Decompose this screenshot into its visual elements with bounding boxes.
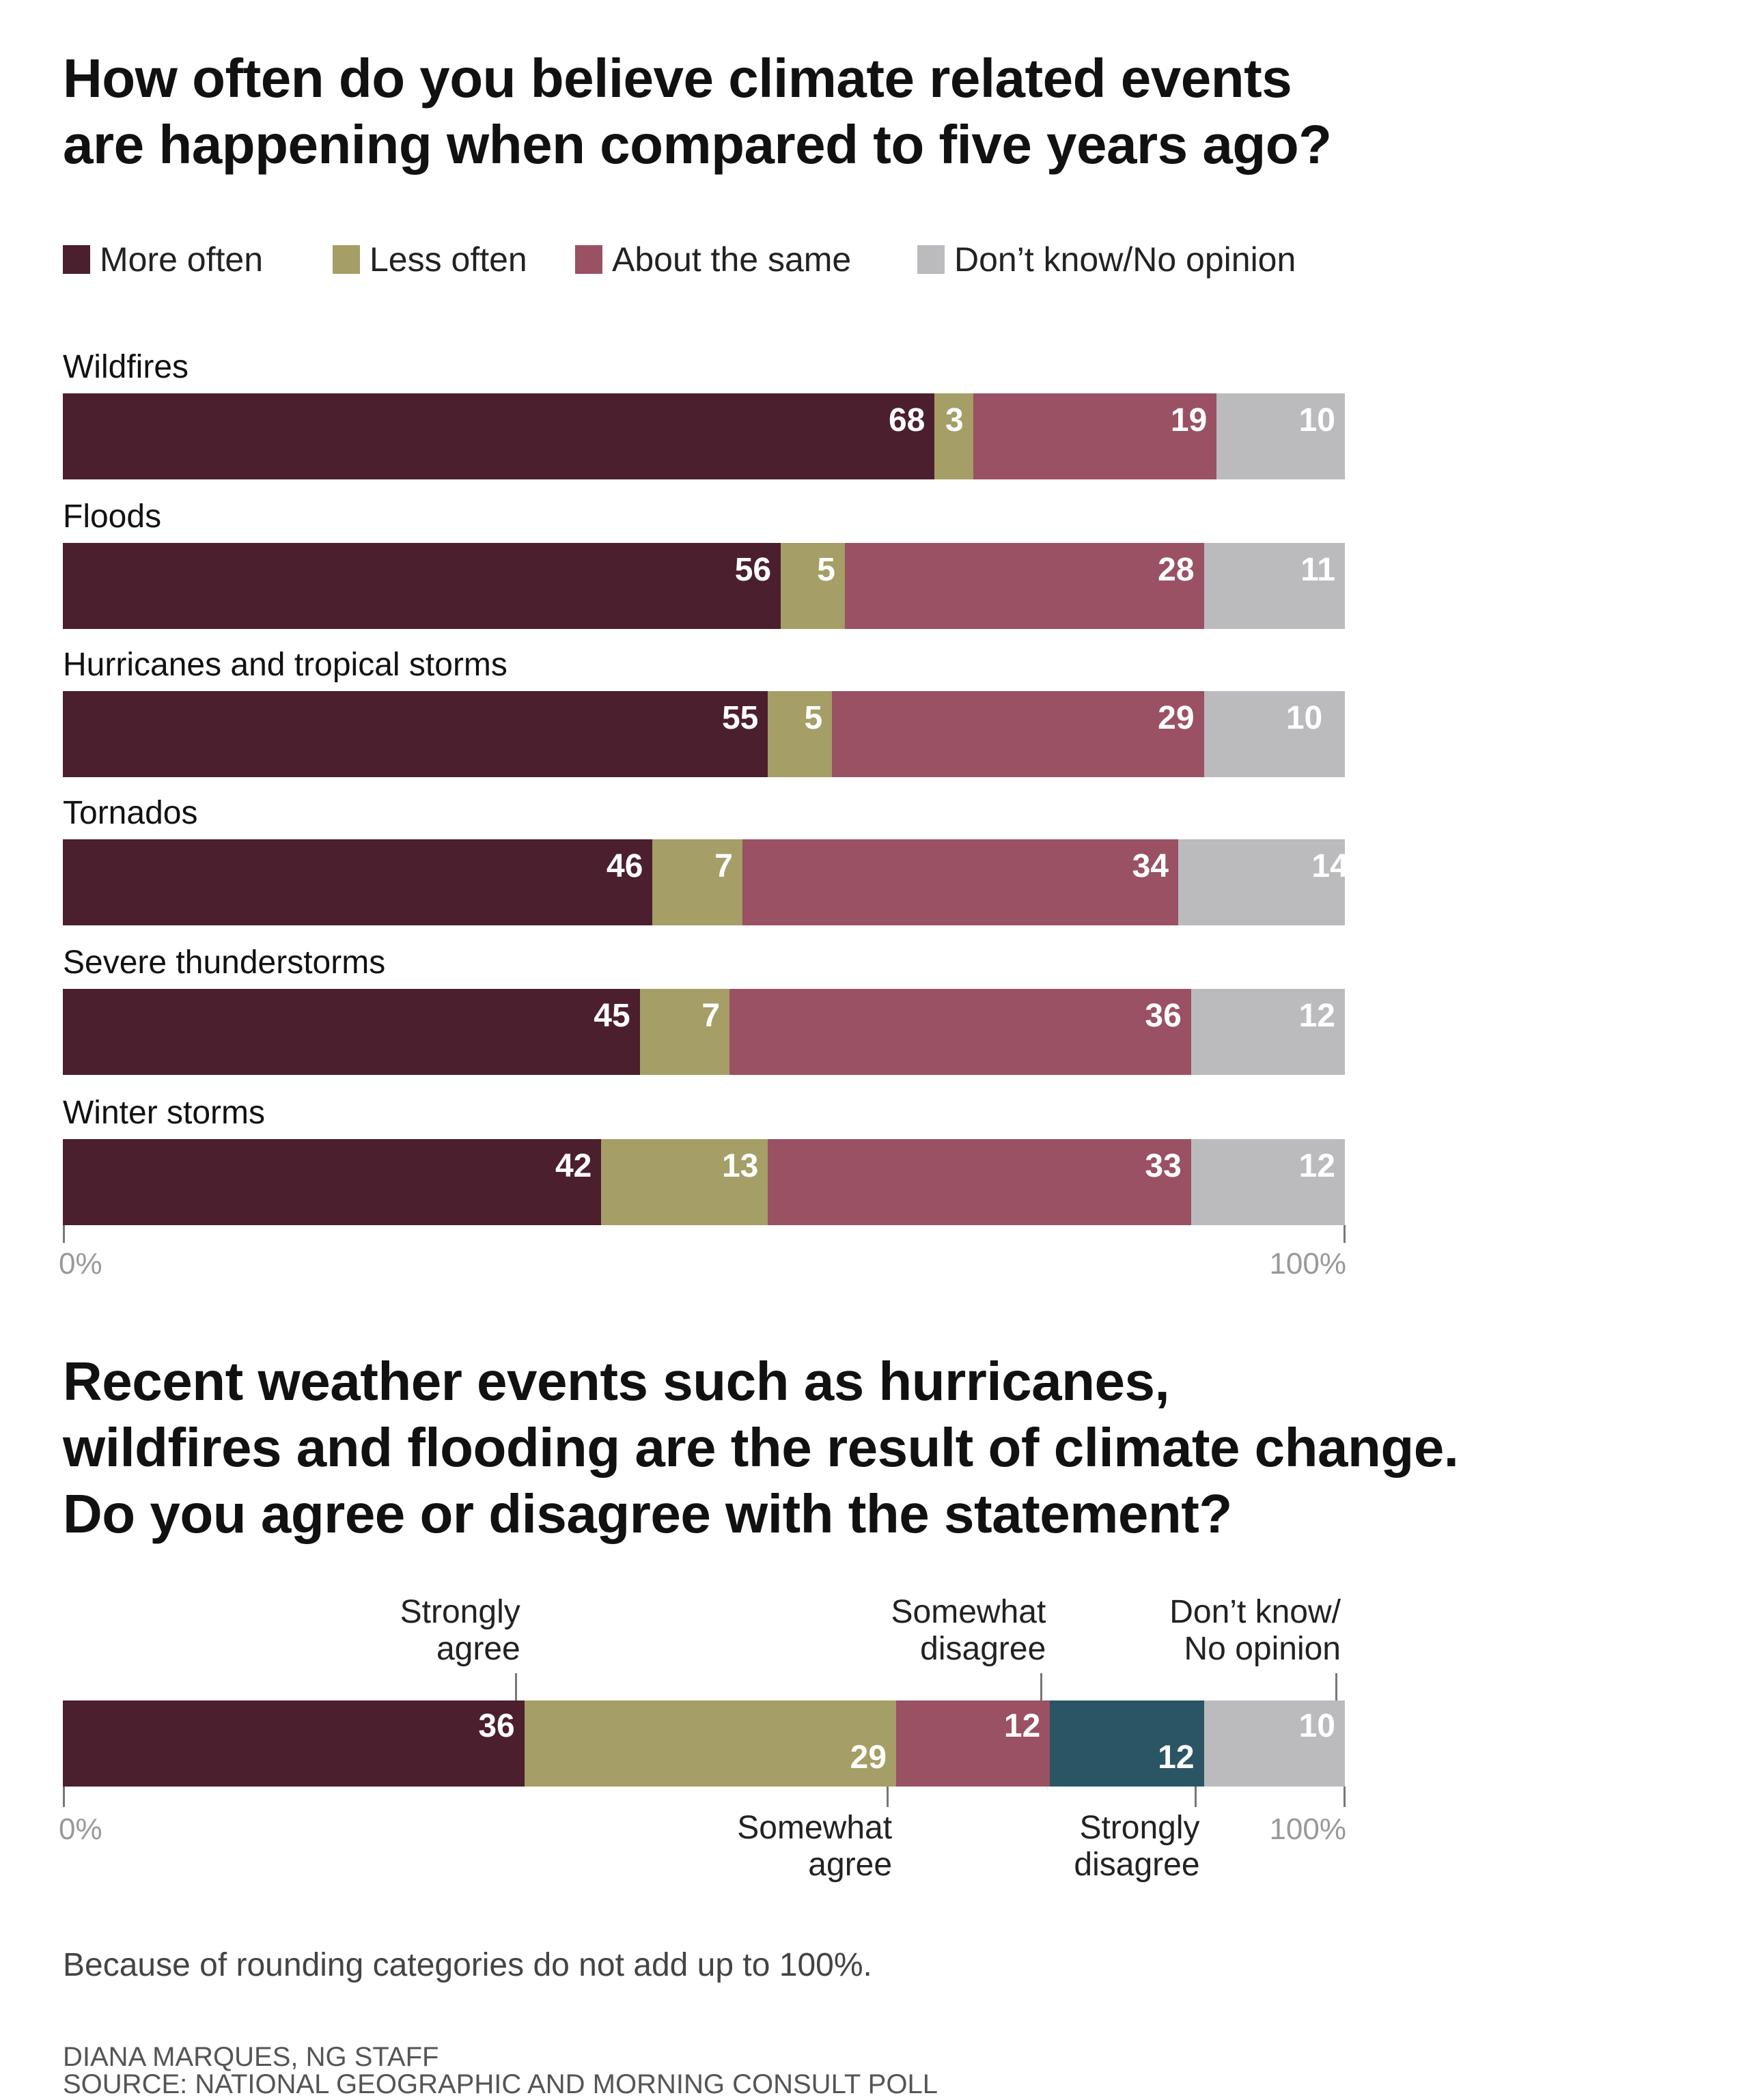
value-label: 5 xyxy=(804,700,823,736)
bar-segment-less-often xyxy=(652,839,743,925)
value-label: 42 xyxy=(555,1148,592,1184)
legend-item-about-the-same: About the same xyxy=(575,240,852,279)
bar-segment-about-the-same xyxy=(742,839,1179,925)
bar-segment-about-the-same xyxy=(844,543,1205,629)
bar-segment-don-t-know-no-opinion xyxy=(1203,543,1345,629)
bar-segment-less-often xyxy=(781,543,846,629)
category-label-somewhat-agree: Somewhat agree xyxy=(737,1810,893,1883)
bar-segment-don-t-know-no-opinion xyxy=(1178,839,1345,925)
value-label: 10 xyxy=(1285,700,1323,736)
axis-label-100: 100% xyxy=(1269,1812,1346,1846)
bar-segment-more-often xyxy=(63,839,653,925)
value-label: 3 xyxy=(945,402,964,438)
bar-segment-don-t-know-no-opinion xyxy=(1203,691,1345,777)
axis-tick-100 xyxy=(1344,1225,1346,1243)
value-label: 46 xyxy=(607,848,643,884)
value-label: 68 xyxy=(888,402,925,438)
value-label: 19 xyxy=(1170,402,1208,438)
legend-swatch xyxy=(63,245,90,274)
bar-segment-somewhat-disagree xyxy=(896,1700,1050,1787)
value-label: 13 xyxy=(721,1148,759,1184)
bar-segment-more-often xyxy=(63,543,781,629)
value-label: 12 xyxy=(1298,998,1335,1034)
row-label-tornados: Tornados xyxy=(63,795,198,831)
legend-swatch xyxy=(333,245,360,274)
value-label: 36 xyxy=(478,1708,515,1744)
value-label: 33 xyxy=(1145,1148,1182,1184)
row-label-floods: Floods xyxy=(63,499,162,535)
bar-segment-strongly-disagree xyxy=(1050,1700,1205,1787)
value-label: 12 xyxy=(1003,1708,1041,1744)
value-label: 5 xyxy=(817,552,835,588)
bar-segment-don-t-know-no-opinion xyxy=(1191,989,1345,1075)
bar-segment-somewhat-agree xyxy=(524,1700,897,1787)
value-label: 55 xyxy=(721,700,759,736)
axis-tick-100 xyxy=(1344,1787,1346,1807)
value-label: 34 xyxy=(1132,848,1169,884)
value-label: 56 xyxy=(734,552,772,588)
footnote: Because of rounding categories do not ad… xyxy=(63,1947,872,1983)
category-label-don-t-know-no-opinion: Don’t know/ No opinion xyxy=(1169,1594,1341,1667)
leader-tick xyxy=(1194,1787,1197,1807)
value-label: 7 xyxy=(701,998,721,1034)
leader-tick xyxy=(514,1673,517,1700)
legend-swatch xyxy=(575,245,602,274)
axis-label-0: 0% xyxy=(59,1812,102,1846)
value-label: 10 xyxy=(1298,1708,1335,1744)
category-label-strongly-disagree: Strongly disagree xyxy=(1074,1810,1200,1883)
bar-segment-don-t-know-no-opinion xyxy=(1216,393,1345,479)
value-label: 12 xyxy=(1158,1739,1195,1776)
leader-tick xyxy=(1335,1673,1337,1700)
legend-swatch xyxy=(917,245,945,274)
axis-label-0: 0% xyxy=(59,1247,102,1280)
legend-item-more-often: More often xyxy=(63,240,264,279)
value-label: 7 xyxy=(714,848,733,884)
row-label-hurricanes-and-tropical-storms: Hurricanes and tropical storms xyxy=(63,647,507,683)
legend-label: Less often xyxy=(370,240,527,279)
credit-source: SOURCE: NATIONAL GEOGRAPHIC AND MORNING … xyxy=(63,2069,938,2099)
leader-tick xyxy=(1040,1673,1043,1700)
bar-segment-about-the-same xyxy=(729,989,1192,1075)
bar-segment-less-often xyxy=(601,1139,768,1225)
credit-author: DIANA MARQUES, NG STAFF xyxy=(63,2042,439,2072)
value-label: 29 xyxy=(850,1739,887,1776)
axis-label-100: 100% xyxy=(1269,1247,1346,1280)
bar-segment-about-the-same xyxy=(832,691,1205,777)
leader-tick xyxy=(887,1787,889,1807)
bar-segment-more-often xyxy=(63,691,768,777)
category-label-somewhat-disagree: Somewhat disagree xyxy=(891,1594,1046,1667)
value-label: 14 xyxy=(1311,848,1348,884)
value-label: 29 xyxy=(1158,700,1195,736)
value-label: 12 xyxy=(1298,1148,1335,1184)
legend-label: About the same xyxy=(612,240,852,279)
bar-segment-about-the-same xyxy=(973,393,1217,479)
legend-item-less-often: Less often xyxy=(333,240,527,279)
bar-segment-more-often xyxy=(63,393,935,479)
chart2-title: Recent weather events such as hurricanes… xyxy=(63,1351,1459,1544)
bar-segment-more-often xyxy=(63,989,641,1075)
bar-segment-more-often xyxy=(63,1139,602,1225)
bar-segment-don-t-know-no-opinion xyxy=(1191,1139,1345,1225)
value-label: 36 xyxy=(1145,998,1182,1034)
value-label: 45 xyxy=(594,998,630,1034)
value-label: 28 xyxy=(1158,552,1195,588)
row-label-winter-storms: Winter storms xyxy=(63,1095,266,1131)
axis-tick-0 xyxy=(63,1787,65,1807)
bar-segment-don-t-know-no-opinion xyxy=(1203,1700,1346,1787)
category-label-strongly-agree: Strongly agree xyxy=(400,1594,520,1667)
bar-segment-about-the-same xyxy=(768,1139,1192,1225)
value-label: 11 xyxy=(1300,552,1335,588)
bar-segment-less-often xyxy=(768,691,833,777)
value-label: 10 xyxy=(1298,402,1335,438)
chart1-title: How often do you believe climate related… xyxy=(63,48,1332,175)
bar-segment-strongly-agree xyxy=(63,1700,525,1787)
row-label-severe-thunderstorms: Severe thunderstorms xyxy=(63,944,386,981)
legend-label: More often xyxy=(100,240,264,279)
axis-tick-0 xyxy=(63,1225,65,1243)
bar-segment-less-often xyxy=(934,393,974,479)
bar-segment-less-often xyxy=(639,989,730,1075)
row-label-wildfires: Wildfires xyxy=(63,349,189,385)
legend-item-don-t-know-no-opinion: Don’t know/No opinion xyxy=(917,240,1296,279)
legend-label: Don’t know/No opinion xyxy=(954,240,1296,279)
